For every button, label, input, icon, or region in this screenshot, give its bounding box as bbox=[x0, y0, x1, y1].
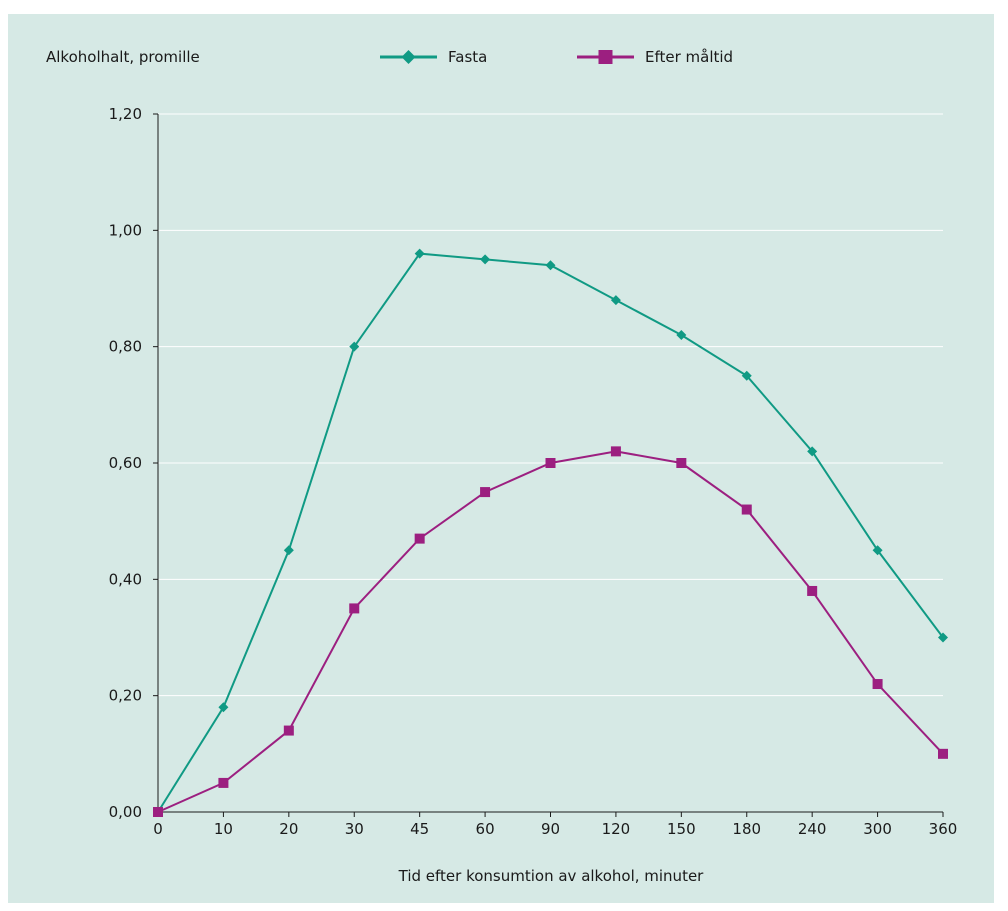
legend-square-marker-icon bbox=[598, 50, 613, 64]
data-point-efter-maltid bbox=[480, 487, 491, 498]
y-tick-label: 0,20 bbox=[109, 687, 142, 705]
series-efter-maltid bbox=[153, 446, 948, 817]
x-tick-label: 20 bbox=[279, 820, 298, 838]
x-tick-label: 0 bbox=[153, 820, 163, 838]
y-tick-label: 0,40 bbox=[109, 570, 142, 588]
x-tick-label: 180 bbox=[732, 820, 761, 838]
x-tick-label: 60 bbox=[476, 820, 495, 838]
y-tick-label: 1,00 bbox=[109, 221, 142, 239]
legend-item-efter-maltid: Efter måltid bbox=[577, 48, 733, 66]
data-point-efter-maltid bbox=[676, 458, 687, 468]
data-point-fasta bbox=[283, 545, 294, 556]
chart-panel bbox=[8, 14, 994, 903]
x-axis-title: Tid efter konsumtion av alkohol, minuter bbox=[398, 867, 705, 885]
data-point-fasta bbox=[938, 632, 948, 643]
x-tick-label: 30 bbox=[345, 820, 364, 838]
x-tick-label: 90 bbox=[541, 820, 560, 838]
legend-item-fasta: Fasta bbox=[380, 48, 487, 66]
legend-label-efter-maltid: Efter måltid bbox=[645, 48, 733, 66]
data-point-fasta bbox=[545, 260, 556, 271]
y-tick-labels: 0,00 0,20 0,40 0,60 0,80 1,00 1,20 bbox=[109, 105, 158, 821]
data-point-efter-maltid bbox=[872, 679, 883, 690]
series-fasta bbox=[153, 248, 948, 817]
y-tick-label: 0,00 bbox=[109, 803, 142, 821]
data-point-efter-maltid bbox=[938, 748, 948, 759]
data-point-fasta bbox=[807, 446, 818, 457]
x-tick-label: 300 bbox=[863, 820, 892, 838]
x-tick-label: 45 bbox=[410, 820, 429, 838]
data-point-fasta bbox=[349, 341, 360, 352]
y-tick-label: 1,20 bbox=[109, 105, 142, 123]
x-tick-label: 360 bbox=[929, 820, 958, 838]
data-point-efter-maltid bbox=[414, 533, 425, 544]
y-axis-title: Alkoholhalt, promille bbox=[46, 48, 200, 66]
data-point-efter-maltid bbox=[610, 446, 621, 457]
data-point-efter-maltid bbox=[741, 504, 752, 515]
x-tick-label: 10 bbox=[214, 820, 233, 838]
data-point-efter-maltid bbox=[349, 603, 360, 614]
series-line-fasta bbox=[157, 252, 944, 813]
x-tick-labels: 0 10 20 30 45 60 90 120 150 180 240 300 360 bbox=[153, 812, 957, 838]
y-tick-label: 0,60 bbox=[109, 454, 142, 472]
data-point-efter-maltid bbox=[545, 458, 556, 468]
series-line-efter-maltid bbox=[157, 450, 944, 813]
x-tick-label: 120 bbox=[602, 820, 631, 838]
data-point-fasta bbox=[480, 254, 491, 265]
data-point-fasta bbox=[741, 370, 752, 381]
data-point-fasta bbox=[872, 545, 883, 556]
data-point-fasta bbox=[676, 330, 687, 341]
legend-label-fasta: Fasta bbox=[448, 48, 487, 66]
x-tick-label: 240 bbox=[798, 820, 827, 838]
data-point-fasta bbox=[414, 248, 425, 259]
data-point-efter-maltid bbox=[283, 725, 294, 736]
y-tick-label: 0,80 bbox=[109, 338, 142, 356]
x-tick-label: 150 bbox=[667, 820, 696, 838]
data-point-fasta bbox=[610, 295, 621, 306]
data-point-efter-maltid bbox=[807, 585, 818, 596]
series bbox=[153, 248, 948, 817]
data-point-efter-maltid bbox=[218, 777, 229, 788]
data-point-fasta bbox=[218, 702, 229, 713]
legend: Fasta Efter måltid bbox=[380, 48, 733, 66]
legend-diamond-marker-icon bbox=[401, 50, 416, 64]
data-point-efter-maltid bbox=[153, 807, 163, 817]
